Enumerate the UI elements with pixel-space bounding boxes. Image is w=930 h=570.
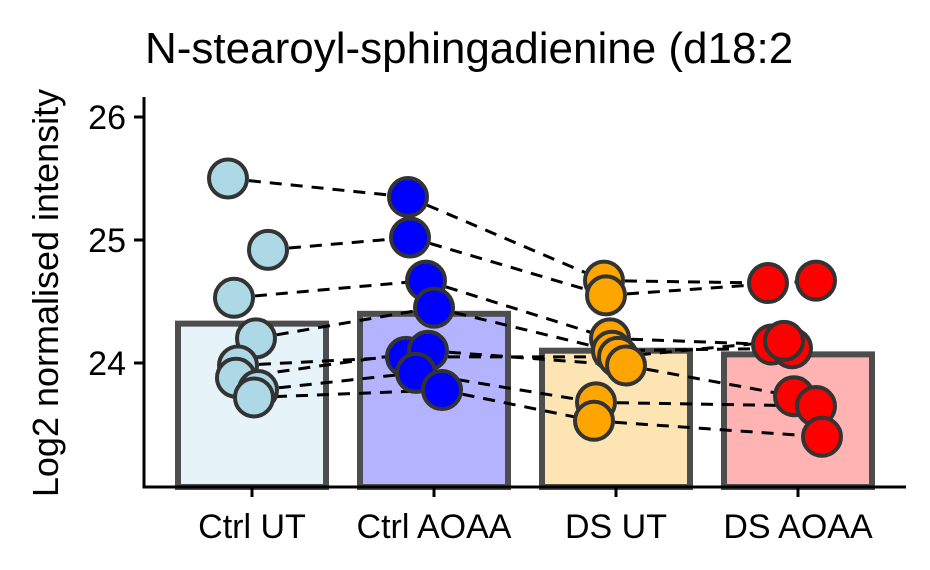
x-tick-label: DS UT <box>565 508 667 546</box>
y-axis-label: Log2 normalised intensity <box>25 89 66 497</box>
paired-line <box>407 195 605 282</box>
paired-line <box>227 177 409 199</box>
data-point <box>421 369 463 412</box>
paired-line <box>593 419 823 439</box>
data-point <box>801 415 843 458</box>
data-point <box>747 262 789 305</box>
paired-line <box>237 355 407 367</box>
paired-line <box>409 236 607 297</box>
data-point <box>247 228 289 271</box>
paired-line <box>267 236 411 252</box>
paired-line <box>625 363 795 398</box>
data-point <box>387 175 429 218</box>
y-tick-label: 25 <box>88 222 126 260</box>
points-layer <box>207 157 843 458</box>
data-point <box>207 157 249 200</box>
data-point <box>763 319 805 362</box>
y-tick-label: 24 <box>88 345 126 383</box>
paired-line <box>603 279 769 285</box>
paired-line <box>233 279 427 300</box>
y-tick-label: 26 <box>88 99 126 137</box>
data-point <box>605 344 647 387</box>
paired-line <box>433 306 613 353</box>
data-point <box>413 286 455 329</box>
x-tick-label: DS AOAA <box>723 508 873 546</box>
paired-line <box>255 306 435 340</box>
paired-lines-layer <box>227 177 823 439</box>
axes-layer: 24 25 26 Ctrl UT Ctrl AOAA DS UT DS AOAA <box>88 97 906 546</box>
data-point <box>795 259 837 302</box>
paired-line <box>257 371 417 392</box>
data-point <box>585 274 627 317</box>
data-point <box>233 376 275 419</box>
bar-ds-aoaa <box>721 351 875 491</box>
paired-line <box>441 388 595 423</box>
x-tick-label: Ctrl UT <box>198 508 306 546</box>
paired-line <box>617 339 785 359</box>
paired-line <box>595 400 817 408</box>
x-tick-label: Ctrl AOAA <box>357 508 512 546</box>
data-point <box>389 216 431 259</box>
paired-line <box>425 279 611 340</box>
chart-title: N-stearoyl-sphingadienine (d18:2 <box>145 24 793 73</box>
data-point <box>573 399 615 442</box>
data-point <box>213 276 255 319</box>
